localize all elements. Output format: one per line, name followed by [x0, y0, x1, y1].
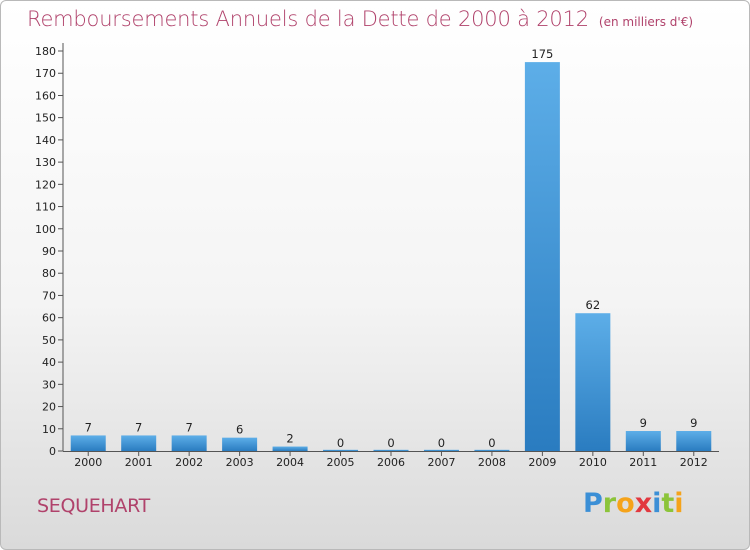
x-tick-label: 2000 [74, 456, 102, 469]
x-tick-label: 2008 [478, 456, 506, 469]
bar-value-label: 7 [135, 420, 142, 434]
y-tick-label: 110 [35, 201, 56, 214]
x-tick-label: 2001 [125, 456, 153, 469]
x-tick-label: 2012 [680, 456, 708, 469]
bar-value-label: 7 [185, 420, 192, 434]
bar-value-label: 6 [236, 423, 243, 437]
y-tick-label: 170 [35, 67, 56, 80]
y-tick-label: 60 [42, 312, 56, 325]
bar-value-label: 175 [531, 47, 553, 61]
bar [625, 431, 661, 451]
bar-value-label: 0 [488, 436, 495, 450]
bar [575, 313, 611, 451]
logo-letter: i [652, 488, 662, 519]
x-tick-label: 2009 [528, 456, 556, 469]
bar-value-label: 0 [387, 436, 394, 450]
logo-letter: o [616, 488, 635, 519]
y-tick-label: 10 [42, 423, 56, 436]
commune-name: SEQUEHART [37, 495, 150, 517]
y-tick-label: 140 [35, 134, 56, 147]
bar-value-label: 9 [690, 416, 697, 430]
bar [171, 435, 207, 451]
y-tick-label: 100 [35, 223, 56, 236]
chart-title: Remboursements Annuels de la Dette de 20… [27, 7, 693, 31]
y-tick-label: 70 [42, 289, 56, 302]
bar [524, 62, 560, 451]
x-tick-label: 2005 [327, 456, 355, 469]
x-tick-label: 2006 [377, 456, 405, 469]
y-tick-label: 90 [42, 245, 56, 258]
y-tick-label: 120 [35, 178, 56, 191]
y-tick-label: 150 [35, 112, 56, 125]
bar-value-label: 7 [85, 420, 92, 434]
bar [474, 449, 510, 451]
y-tick-label: 80 [42, 267, 56, 280]
bar [373, 449, 409, 451]
bar-value-label: 0 [438, 436, 445, 450]
y-tick-label: 40 [42, 356, 56, 369]
chart-unit: (en milliers d'€) [598, 15, 694, 29]
logo-letter: P [583, 488, 603, 519]
bar-value-label: 0 [337, 436, 344, 450]
chart-title-text: Remboursements Annuels de la Dette de 20… [27, 7, 589, 31]
bar [121, 435, 157, 451]
x-tick-label: 2010 [579, 456, 607, 469]
x-tick-label: 2002 [175, 456, 203, 469]
y-tick-label: 0 [49, 445, 56, 458]
logo-letter: i [674, 488, 684, 519]
bar [676, 431, 712, 451]
bar-value-label: 2 [286, 432, 293, 446]
x-tick-label: 2004 [276, 456, 304, 469]
x-tick-label: 2011 [629, 456, 657, 469]
bar [272, 446, 308, 451]
y-tick-label: 20 [42, 401, 56, 414]
bar [323, 449, 359, 451]
chart-bars [70, 62, 712, 451]
bar-value-label: 9 [640, 416, 647, 430]
y-tick-label: 180 [35, 45, 56, 58]
logo-letter: r [602, 488, 617, 519]
chart-axes: 0102030405060708090100110120130140150160… [35, 43, 719, 458]
y-tick-label: 160 [35, 89, 56, 102]
y-tick-label: 130 [35, 156, 56, 169]
bar-value-label: 62 [586, 298, 601, 312]
bar [70, 435, 106, 451]
y-tick-label: 30 [42, 378, 56, 391]
chart-labels: 2000 7 2001 7 2002 7 2003 6 2004 2 2005 0 2006 0 2007 0… [74, 47, 708, 469]
bar [423, 449, 459, 451]
y-tick-label: 50 [42, 334, 56, 347]
proxiti-logo: Proxiti [583, 488, 684, 519]
logo-letter: t [661, 488, 675, 519]
x-tick-label: 2003 [226, 456, 254, 469]
x-tick-label: 2007 [427, 456, 455, 469]
bar [222, 437, 258, 451]
logo-letter: x [634, 488, 653, 519]
